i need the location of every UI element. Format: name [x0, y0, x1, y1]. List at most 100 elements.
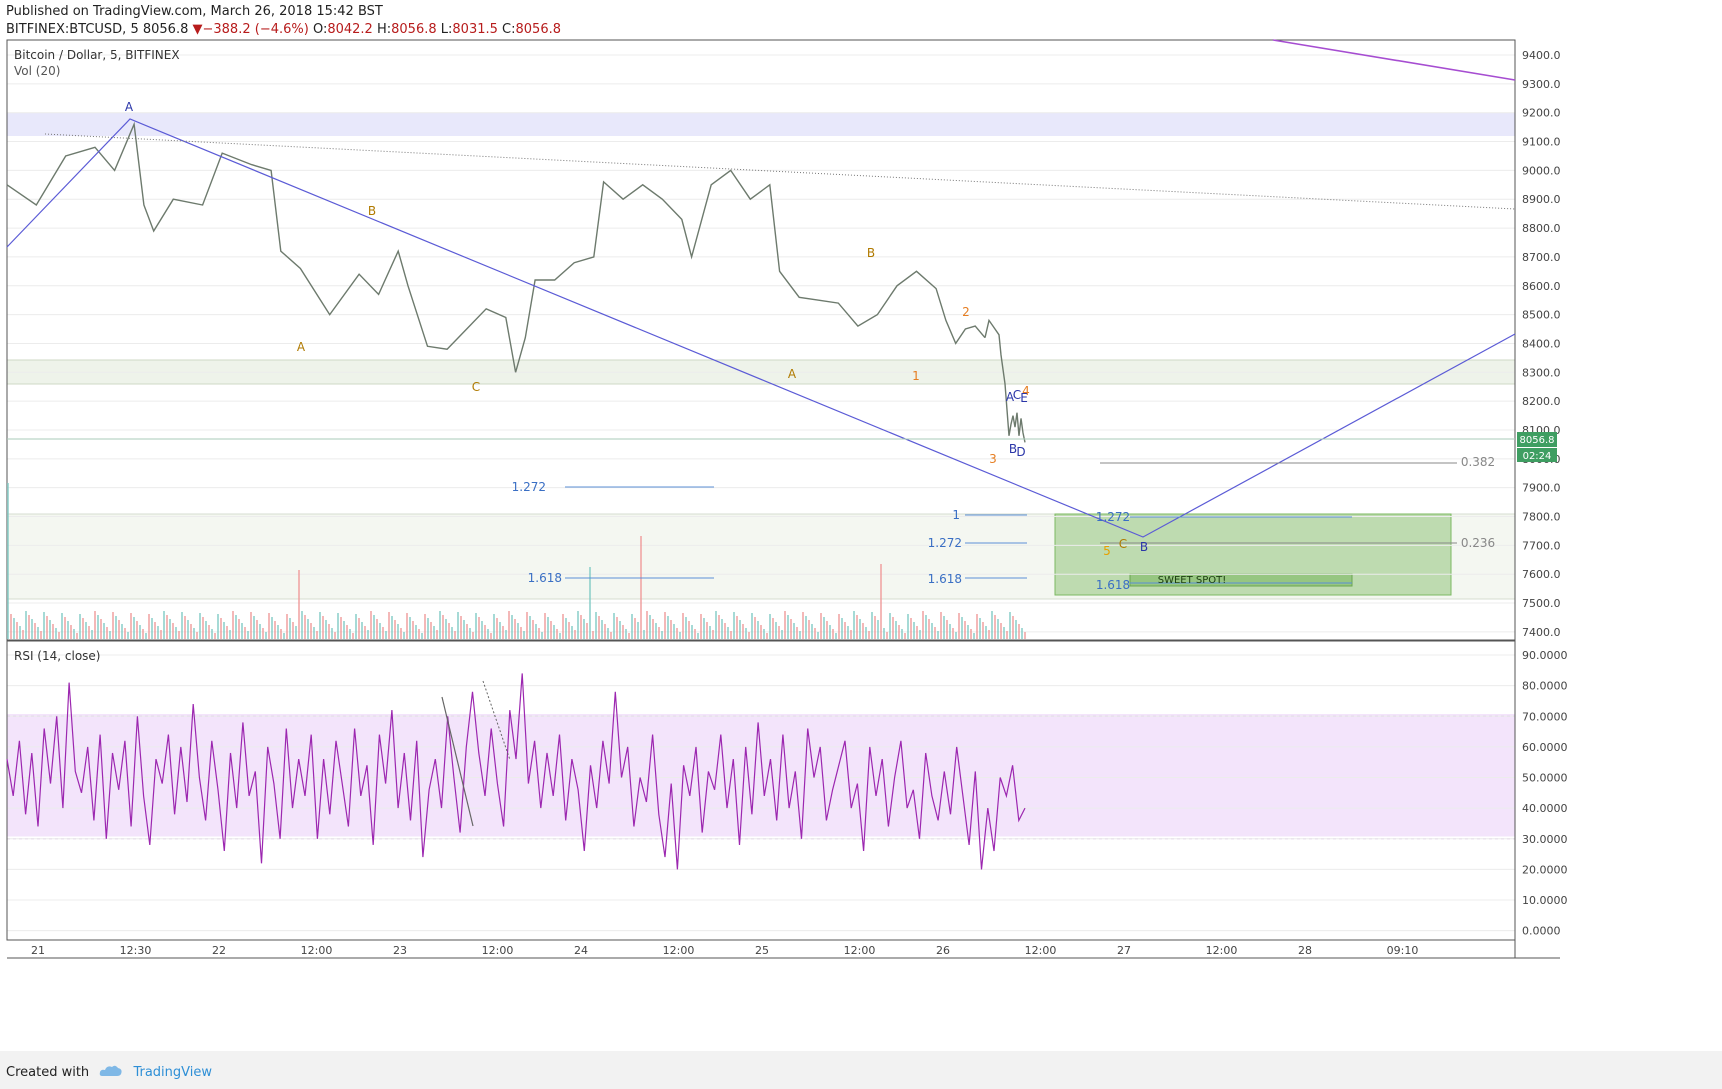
time-tick-label: 28 [1298, 944, 1312, 957]
volume-bar [19, 626, 21, 639]
volume-bar [808, 620, 810, 639]
volume-bar [772, 618, 774, 639]
low-value: 8031.5 [452, 22, 498, 37]
volume-bar [940, 612, 942, 639]
volume-bar [379, 623, 381, 639]
volume-bar [214, 633, 216, 639]
volume-bar [25, 611, 27, 639]
volume-bar [454, 631, 456, 639]
volume-bar [556, 629, 558, 639]
volume-bar [928, 619, 930, 639]
volume-bar [850, 630, 852, 639]
volume-bar [367, 630, 369, 639]
wave-label: B [368, 204, 376, 218]
volume-bar [331, 628, 333, 639]
volume-bar [34, 623, 36, 639]
volume-bar [133, 617, 135, 639]
wave-label: B [1140, 540, 1148, 554]
volume-bar [256, 620, 258, 639]
volume-bar [136, 621, 138, 639]
volume-bar [466, 624, 468, 639]
volume-bar [259, 624, 261, 639]
volume-bar [508, 611, 510, 639]
time-tick-label: 23 [393, 944, 407, 957]
volume-bar [952, 628, 954, 639]
volume-bar [985, 626, 987, 639]
volume-bar [622, 625, 624, 639]
rsi-tick-label: 90.0000 [1522, 649, 1568, 662]
volume-bar [382, 627, 384, 639]
volume-bar [805, 616, 807, 639]
volume-bar [103, 623, 105, 639]
price-tick-label: 7600.0 [1522, 568, 1561, 581]
volume-bar [775, 622, 777, 639]
tradingview-brand[interactable]: TradingView [133, 1065, 212, 1080]
price-tick-label: 7800.0 [1522, 511, 1561, 524]
volume-bar [292, 622, 294, 639]
volume-bar [124, 628, 126, 639]
volume-bar [625, 629, 627, 639]
volume-bar [868, 631, 870, 639]
volume-bar [991, 611, 993, 639]
volume-bar [67, 621, 69, 639]
volume-bar [310, 623, 312, 639]
volume-bar [673, 624, 675, 639]
time-tick-label: 12:00 [1025, 944, 1057, 957]
fib-level-label: 1 [952, 508, 960, 522]
volume-bar [511, 615, 513, 639]
volume-bar [370, 611, 372, 639]
volume-bar [589, 567, 591, 639]
volume-bar [352, 633, 354, 639]
volume-bar [958, 613, 960, 639]
volume-bar [193, 628, 195, 639]
volume-bar [265, 632, 267, 639]
volume-indicator-label: Vol (20) [14, 64, 60, 78]
price-gridlines [7, 54, 1515, 932]
wave-path [6, 118, 1516, 538]
fib-level-label: 1.618 [1096, 578, 1130, 592]
volume-bar [277, 625, 279, 639]
price-tick-label: 7900.0 [1522, 482, 1561, 495]
rsi-series [6, 673, 1026, 870]
volume-bar [814, 628, 816, 639]
volume-bar [682, 613, 684, 639]
volume-bar [22, 630, 24, 639]
volume-bar [418, 629, 420, 639]
ohlc-line: BITFINEX:BTCUSD, 5 8056.8 ▼−388.2 (−4.6%… [6, 22, 561, 37]
volume-bar [37, 627, 39, 639]
volume-bar [16, 622, 18, 639]
volume-bar [160, 630, 162, 639]
volume-bar [691, 625, 693, 639]
volume-bar [796, 627, 798, 639]
volume-bar [550, 621, 552, 639]
volume-bar [430, 622, 432, 639]
volume-bar [820, 613, 822, 639]
volume-bar [376, 619, 378, 639]
volume-bar [505, 630, 507, 639]
volume-bar [967, 625, 969, 639]
volume-bar [577, 611, 579, 639]
volume-bar [493, 614, 495, 639]
volume-bar [106, 627, 108, 639]
volume-bar [925, 615, 927, 639]
volume-bar [91, 630, 93, 639]
volume-bar [52, 624, 54, 639]
volume-bar [166, 615, 168, 639]
volume-bar [334, 632, 336, 639]
volume-bar [634, 618, 636, 639]
volume-bar [871, 612, 873, 639]
volume-bar [727, 627, 729, 639]
volume-bar [610, 632, 612, 639]
price-series-b [984, 318, 1026, 443]
volume-bar [241, 623, 243, 639]
volume-bar [496, 618, 498, 639]
volume-bar [856, 615, 858, 639]
wave-label: 4 [1022, 384, 1030, 398]
volume-bar [268, 613, 270, 639]
volume-bar [880, 564, 882, 639]
volume-bar [61, 613, 63, 639]
volume-bar [835, 633, 837, 639]
volume-bar [82, 618, 84, 639]
volume-bar [325, 620, 327, 639]
